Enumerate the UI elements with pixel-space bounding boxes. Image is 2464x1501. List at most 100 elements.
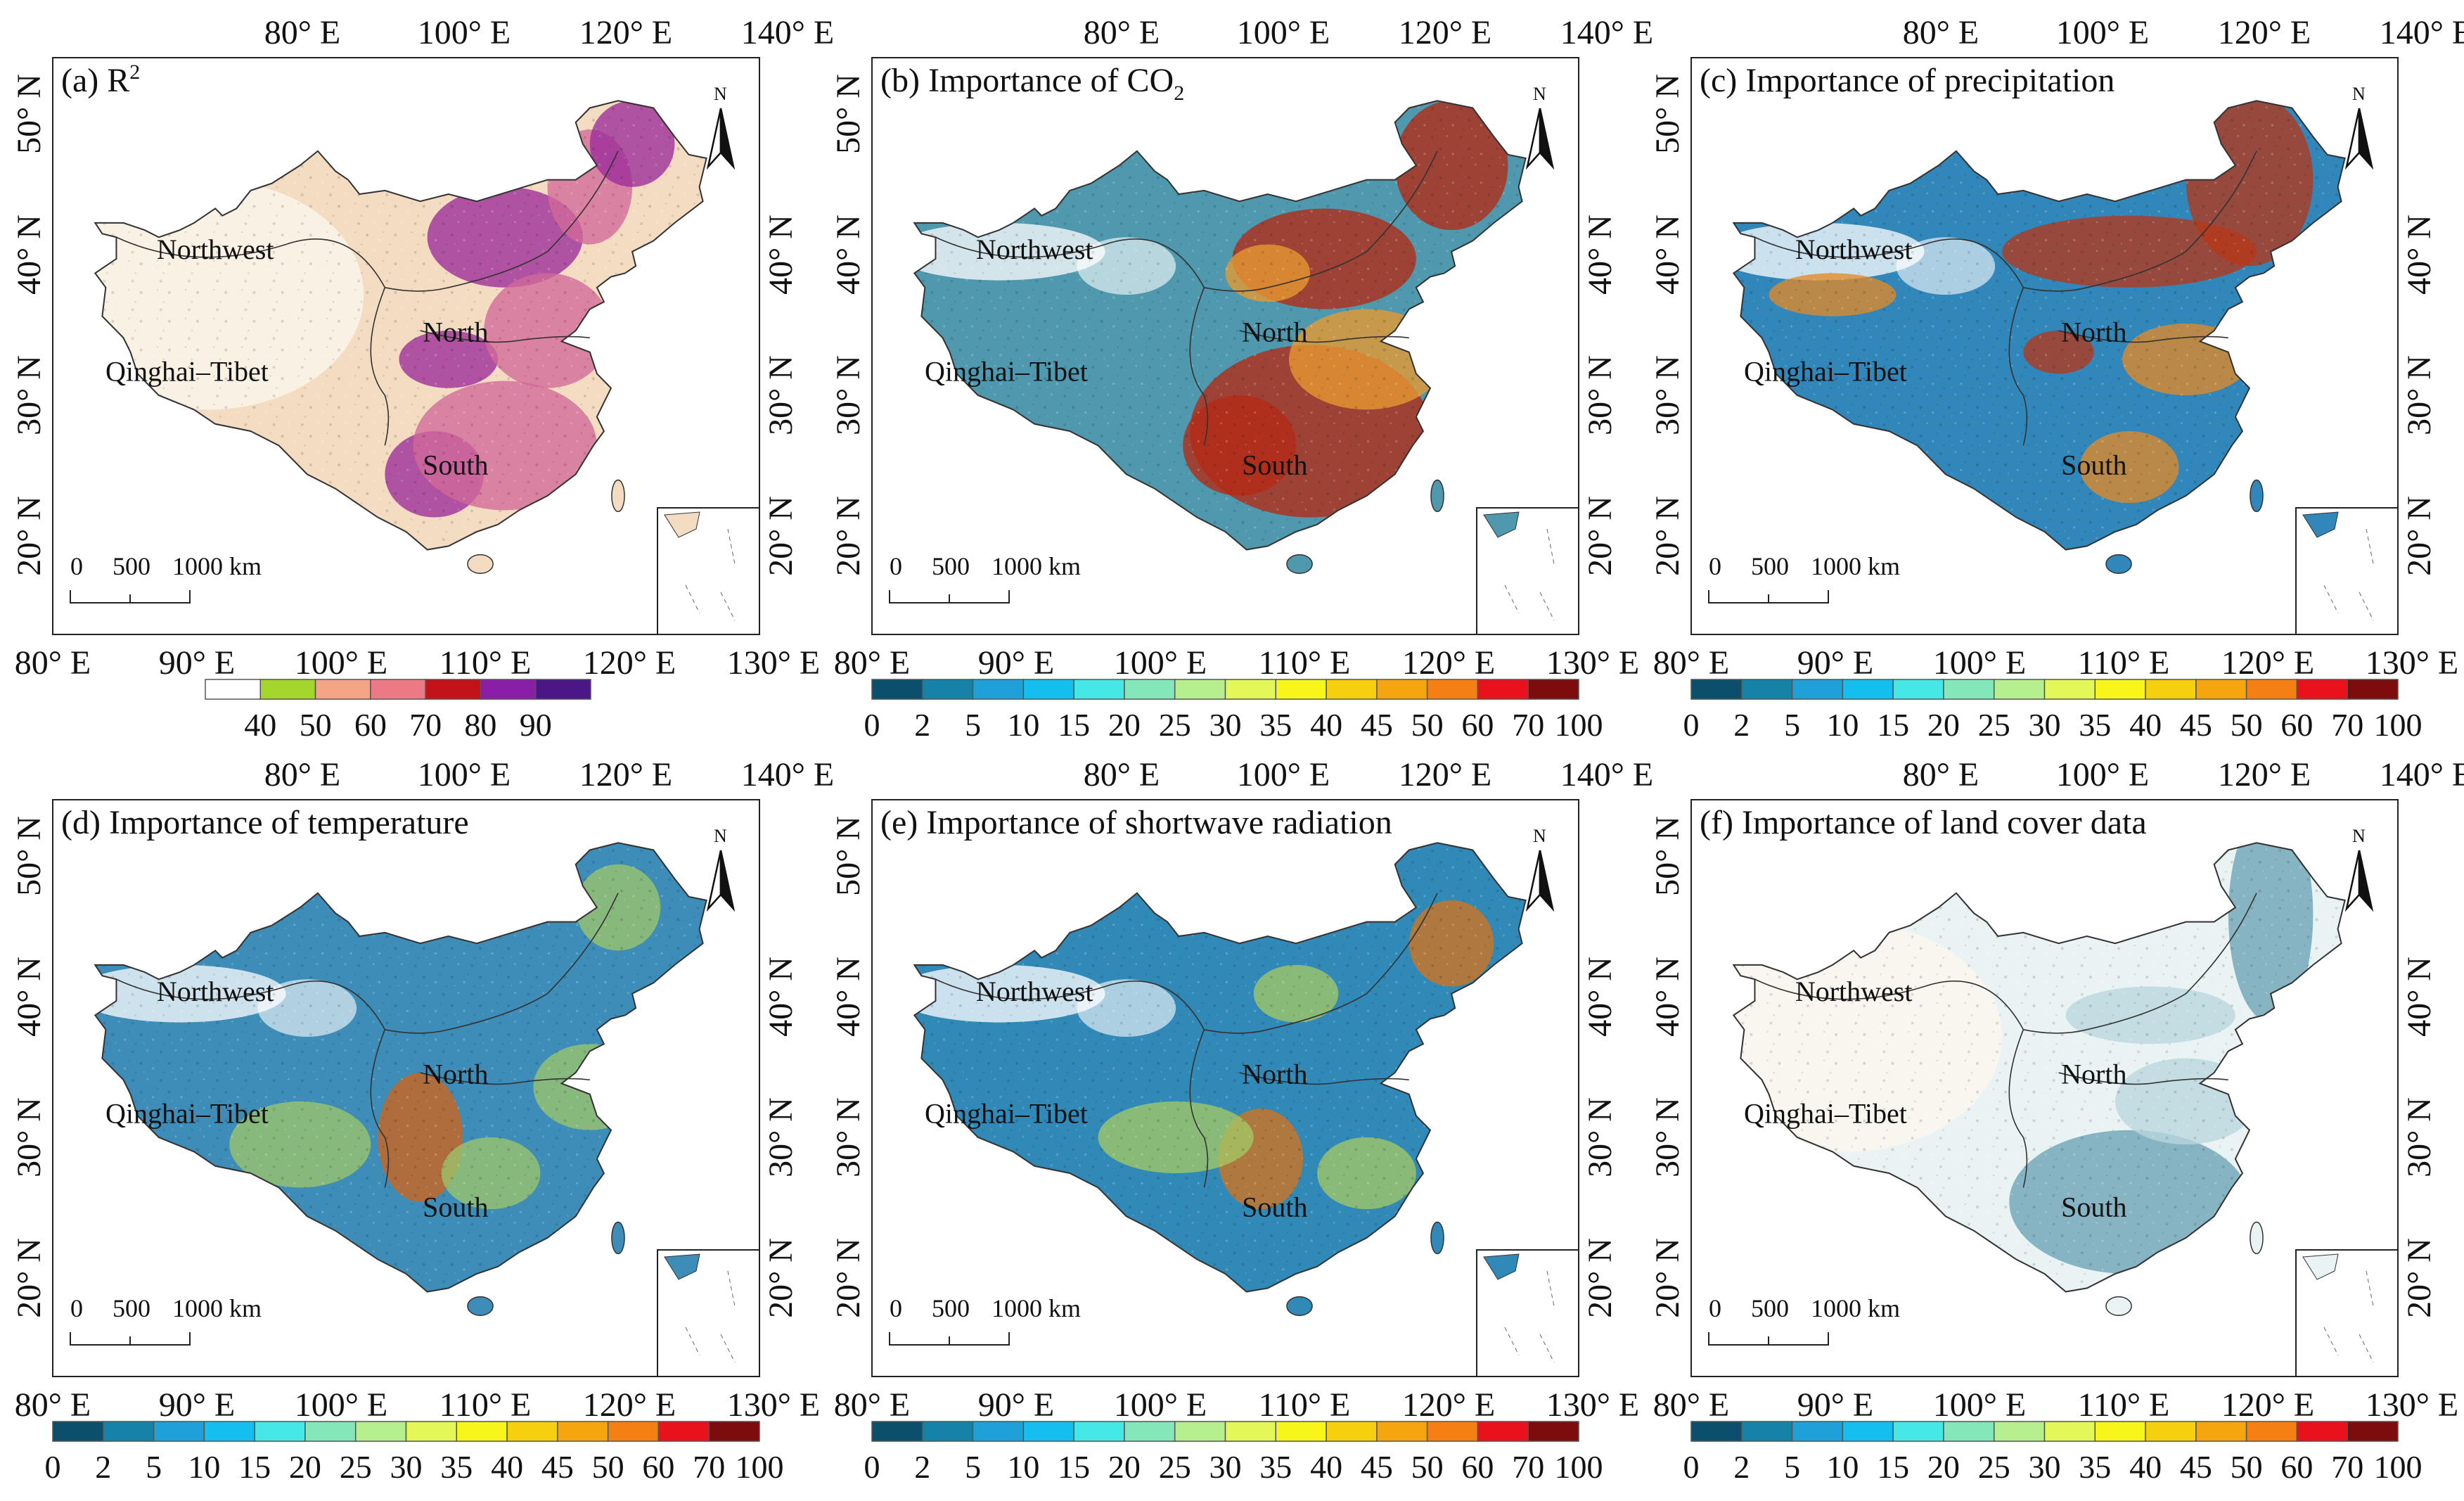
panel-title: (f) Importance of land cover data (1700, 804, 2147, 841)
legend-swatch (2195, 679, 2247, 700)
right-tick-label: 30° N (2401, 1097, 2438, 1177)
north-arrow-fill (1539, 850, 1555, 912)
north-label: N (1533, 826, 1546, 846)
top-tick-label: 140° E (1560, 14, 1654, 51)
legend-label: 35 (2079, 707, 2111, 743)
legend-label: 25 (1159, 1449, 1191, 1485)
taiwan-island (2250, 1221, 2264, 1255)
legend-swatch (657, 1421, 710, 1442)
region-label: North (2061, 316, 2126, 347)
left-tick-label: 30° N (830, 355, 867, 435)
legend-label: 60 (2280, 1449, 2313, 1485)
legend-swatch (314, 679, 371, 700)
taiwan-island (1430, 479, 1444, 513)
top-tick-label: 140° E (741, 14, 835, 51)
region-boundary (2023, 151, 2257, 292)
legend-swatch (1376, 679, 1428, 700)
bottom-tick-label: 80° E (1653, 644, 1730, 682)
legend-label: 45 (541, 1449, 574, 1485)
legend-label: 20 (1108, 1449, 1141, 1485)
bottom-tick-label: 80° E (1653, 1386, 1730, 1424)
legend-swatch (203, 1421, 255, 1442)
region-boundary (385, 893, 619, 1034)
right-tick-label: 20° N (762, 1238, 800, 1318)
left-tick-label: 20° N (11, 1238, 48, 1318)
region-boundary (1239, 330, 1409, 343)
scale-label-1000: 1000 km (992, 1294, 1081, 1322)
legend-label: 100 (736, 1449, 784, 1485)
legend-label: 40 (244, 707, 276, 743)
legend-label: 25 (1978, 1449, 2010, 1485)
legend-swatch (1993, 1421, 2046, 1442)
panel-title: (c) Importance of precipitation (1700, 62, 2115, 99)
panel-title-sub: 2 (1174, 82, 1184, 105)
bottom-tick-label: 100° E (1114, 1386, 1207, 1424)
region-boundary (2058, 1072, 2228, 1085)
right-tick-label: 40° N (2401, 215, 2438, 295)
legend-swatch (480, 679, 537, 700)
legend-importance-d: 0 2 5 10 15 20 25 30 35 40 45 50 60 70 100 (45, 1421, 784, 1485)
north-arrow-fill (2358, 850, 2374, 912)
legend-swatch (1892, 679, 1944, 700)
bottom-tick-label: 100° E (1933, 1386, 2027, 1424)
bottom-tick-label: 130° E (2366, 1386, 2459, 1424)
left-tick-label: 50° N (830, 74, 867, 154)
bottom-tick-label: 80° E (15, 1386, 91, 1424)
inset-dash-line (2323, 1270, 2374, 1363)
inset-dash-line (685, 1270, 736, 1363)
legend-label: 10 (1007, 1449, 1039, 1485)
north-arrow-fill (1539, 108, 1555, 170)
legend-label: 100 (1555, 707, 1603, 743)
right-tick-label: 20° N (1581, 496, 1619, 576)
left-tick-label: 50° N (1649, 74, 1686, 154)
legend-label: 70 (1512, 1449, 1544, 1485)
legend-label: 60 (1461, 1449, 1494, 1485)
legend-label: 35 (440, 1449, 473, 1485)
region-boundary (2023, 893, 2257, 1034)
legend-label: 40 (1310, 707, 1342, 743)
legend-label: 10 (1007, 707, 1039, 743)
map-panel-b: (b) Importance of CO2 N Northwest Qinghai–T… (830, 14, 1653, 682)
legend-label: 60 (1461, 707, 1494, 743)
legend-label: 40 (491, 1449, 523, 1485)
legend-label: 60 (2280, 707, 2313, 743)
legend-swatch (259, 679, 316, 700)
legend-swatch (1275, 1421, 1327, 1442)
legend-swatch (205, 679, 262, 700)
right-tick-label: 30° N (1581, 355, 1619, 435)
legend-label: 70 (693, 1449, 725, 1485)
legend-swatch (1943, 679, 1995, 700)
bottom-tick-label: 100° E (1933, 644, 2027, 682)
legend-label: 25 (1978, 707, 2010, 743)
legend-swatch (2195, 1421, 2247, 1442)
legend-label: 0 (1683, 707, 1700, 743)
legend-label: 2 (1733, 1449, 1750, 1485)
legend-swatch (1791, 679, 1844, 700)
legend-swatch (2043, 1421, 2096, 1442)
legend-label: 0 (864, 707, 880, 743)
legend-swatch (2245, 679, 2298, 700)
legend-label: 50 (592, 1449, 624, 1485)
bottom-tick-label: 130° E (1546, 644, 1640, 682)
left-tick-label: 20° N (830, 1238, 867, 1318)
bottom-tick-label: 110° E (439, 1386, 532, 1424)
legend-label: 35 (1259, 707, 1292, 743)
taiwan-island (2250, 479, 2264, 513)
top-tick-label: 80° E (264, 14, 341, 51)
legend-swatch (1073, 679, 1125, 700)
legend-label: 15 (238, 1449, 271, 1485)
legend-label: 70 (1512, 707, 1544, 743)
legend-label: 100 (2374, 1449, 2423, 1485)
region-boundary (116, 236, 386, 288)
region-boundary (420, 330, 590, 343)
bottom-tick-label: 120° E (2221, 644, 2315, 682)
bottom-tick-label: 90° E (978, 644, 1055, 682)
legend-swatch (972, 679, 1025, 700)
region-label: North (423, 1058, 488, 1090)
legend-label: 0 (45, 1449, 61, 1485)
bottom-tick-label: 90° E (978, 1386, 1055, 1424)
legend-label: 70 (2331, 707, 2363, 743)
region-boundary (370, 1029, 390, 1188)
region-label: North (2061, 1058, 2126, 1090)
bottom-tick-label: 80° E (15, 644, 91, 682)
